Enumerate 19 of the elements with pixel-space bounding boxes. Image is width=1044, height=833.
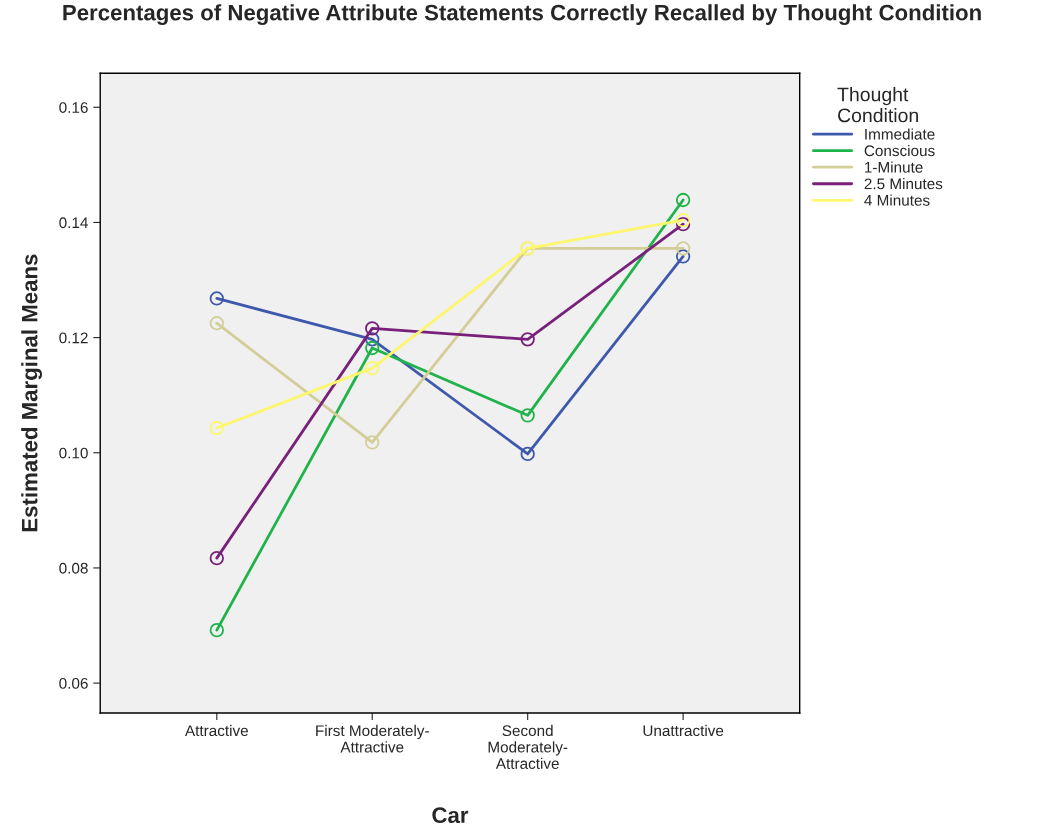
legend-label: Conscious xyxy=(864,144,935,157)
y-tick-label: 0.14 xyxy=(59,217,88,229)
legend-title: Thought Condition xyxy=(837,87,918,123)
y-tick-label: 0.08 xyxy=(59,562,88,574)
x-tick-label: First Moderately- Attractive xyxy=(316,724,429,753)
y-tick-label: 0.16 xyxy=(59,102,88,113)
y-tick-label: 0.12 xyxy=(59,332,88,344)
x-tick-label: Unattractive xyxy=(643,724,724,737)
y-tick-label: 0.06 xyxy=(59,677,88,689)
y-tick-label: 0.10 xyxy=(59,447,88,459)
legend-label: Immediate xyxy=(865,128,935,140)
legend-label: 2.5 Minutes xyxy=(864,178,943,190)
chart-title: Percentages of Negative Attribute Statements Correctly Recalled by Thought Condition xyxy=(63,4,981,25)
legend-label: 1-Minute xyxy=(865,161,923,173)
legend-label: 4 Minutes xyxy=(864,194,930,206)
x-tick-label: Second Moderately- Attractive xyxy=(488,724,568,769)
x-tick-label: Attractive xyxy=(185,724,248,737)
y-axis-title: Estimated Marginal Means xyxy=(21,254,43,532)
x-axis-title: Car xyxy=(432,807,469,824)
